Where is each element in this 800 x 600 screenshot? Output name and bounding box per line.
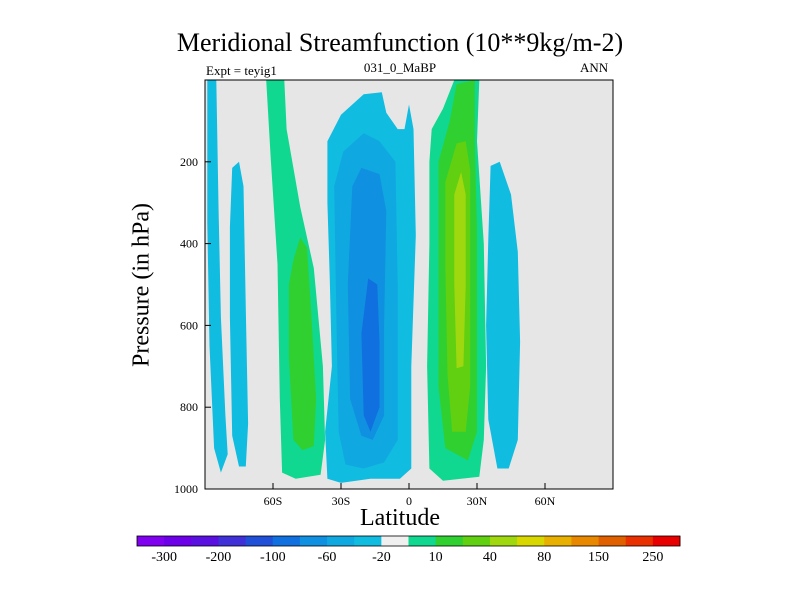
colorbar-swatch [137,536,165,546]
colorbar-swatch [381,536,409,546]
y-axis: 200 400 600 800 1000 [174,155,211,496]
colorbar: -300 -200 -100 -60 -20 10 40 80 150 250 [136,535,681,565]
colorbar-swatch [489,536,518,546]
colorbar-swatch [408,536,437,546]
y-tick-label: 200 [180,155,198,169]
contour-region-12 [454,172,466,369]
contour-region-8 [361,278,380,432]
contour-region-13 [486,161,521,469]
colorbar-label: -300 [151,550,177,565]
y-tick-label: 600 [180,318,198,332]
colorbar-label: -200 [206,550,232,565]
colorbar-swatch [571,536,599,546]
colorbar-label: -60 [318,550,337,565]
colorbar-swatch [652,536,681,546]
colorbar-swatch [598,536,627,546]
chart-title: Meridional Streamfunction (10**9kg/m-2) [176,28,624,57]
y-tick-label: 800 [180,400,198,414]
colorbar-label: -20 [372,550,391,565]
colorbar-swatch [191,536,219,546]
colorbar-label: 10 [429,550,443,565]
colorbar-swatch [462,536,491,546]
colorbar-swatch [299,536,328,546]
colorbar-swatch [435,536,464,546]
colorbar-swatch [218,536,246,546]
colorbar-swatch [245,536,274,546]
x-tick-label: 0 [406,494,412,508]
x-tick-label: 60N [535,494,556,508]
x-tick-label: 60S [264,494,283,508]
colorbar-label: 80 [537,550,551,565]
contour-region-2 [229,161,249,467]
x-axis-label: Latitude [360,505,440,531]
colorbar-swatch [625,536,654,546]
experiment-label: Expt = teyig1 [206,63,277,78]
colorbar-label: 40 [483,550,497,565]
x-axis: 60S 30S 0 30N 60N [264,483,556,508]
x-tick-label: 30S [332,494,351,508]
colorbar-label: 250 [642,550,663,565]
season-label: ANN [580,60,609,75]
contour-layer [207,80,521,483]
chart-subtitle: 031_0_MaBP [363,60,437,75]
y-tick-label: 400 [180,237,198,251]
colorbar-swatch [327,536,355,546]
colorbar-swatch [272,536,301,546]
colorbar-swatch [544,536,572,546]
colorbar-swatch [354,536,382,546]
y-tick-label: 1000 [174,482,198,496]
colorbar-label: -100 [260,550,286,565]
colorbar-label: 150 [588,550,609,565]
contour-region-4 [288,237,317,451]
colorbar-frame [136,535,681,547]
contour-region-1 [207,80,228,473]
colorbar-swatch [164,536,192,546]
x-tick-label: 30N [467,494,488,508]
colorbar-swatch [517,536,545,546]
